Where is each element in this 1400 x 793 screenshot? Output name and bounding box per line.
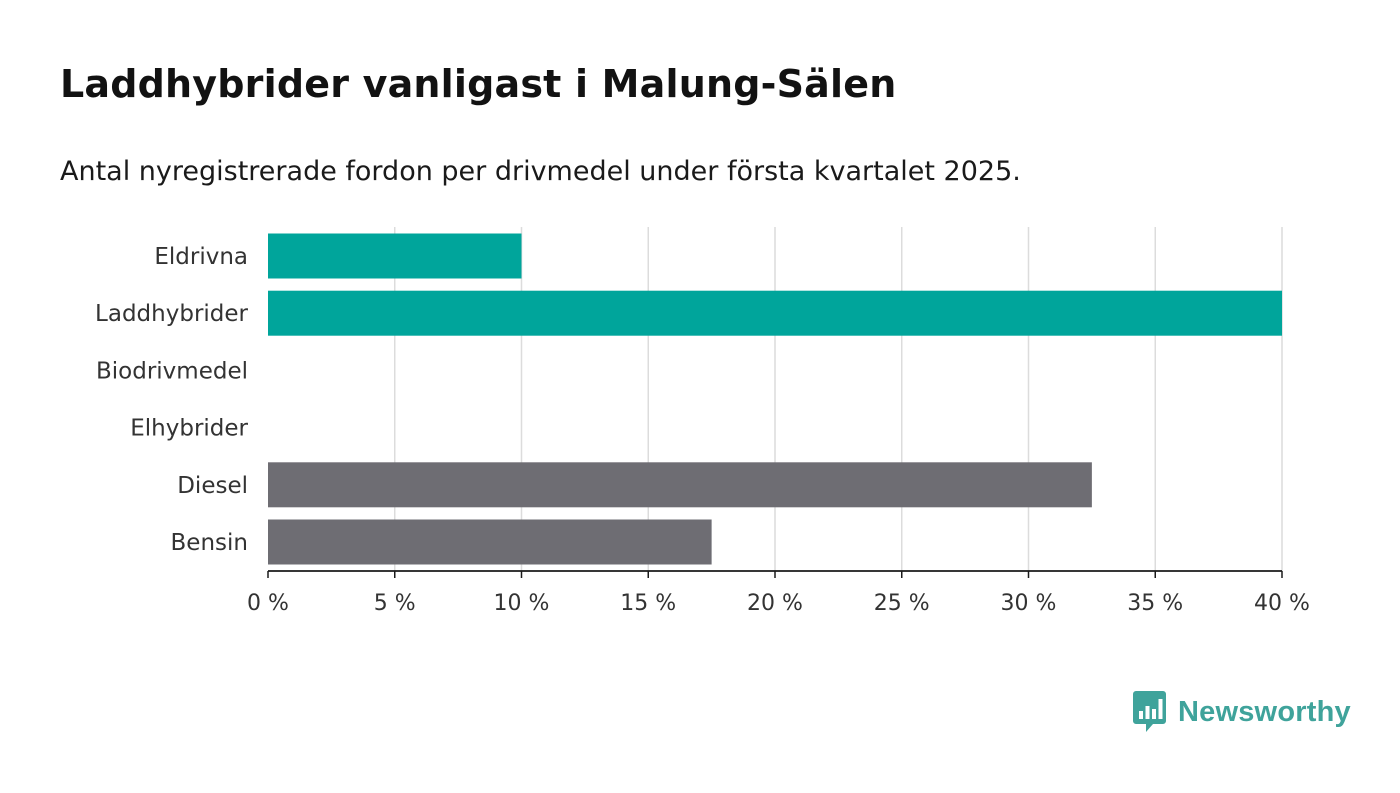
category-label: Elhybrider [130,416,248,442]
x-tick-label: 25 % [874,591,930,616]
category-label: Biodrivmedel [96,358,248,384]
x-tick-label: 5 % [374,591,416,616]
x-tick-label: 20 % [747,591,803,616]
grid-lines [394,227,1283,571]
tick-labels: 0 % 5 % 10 % 15 % 20 % 25 % 30 % 35 % 40 % [247,591,1310,616]
category-label: Laddhybrider [95,301,248,327]
logo-text: Newsworthy [1178,695,1351,728]
chart-title: Laddhybrider vanligast i Malung-Sälen [60,62,897,106]
bars [268,233,1282,565]
x-tick-label: 30 % [1001,591,1057,616]
x-tick-label: 35 % [1127,591,1183,616]
newsworthy-logo: Newsworthy [1133,690,1351,734]
bar [268,462,1092,508]
category-labels: Eldrivna Laddhybrider Biodrivmedel Elhybrid… [95,244,248,556]
bar [268,290,1282,336]
x-axis [267,570,1283,578]
bar-chart-speech-bubble-icon [1133,691,1166,732]
bar-chart: Eldrivna Laddhybrider Biodrivmedel Elhybrid… [95,227,1310,616]
x-tick-label: 10 % [494,591,550,616]
category-label: Eldrivna [154,244,248,270]
category-label: Bensin [171,530,248,556]
category-label: Diesel [177,473,248,499]
x-tick-label: 15 % [620,591,676,616]
bar [268,519,712,565]
bar [268,233,522,279]
x-tick-label: 40 % [1254,591,1310,616]
chart-subtitle: Antal nyregistrerade fordon per drivmede… [60,156,1021,187]
x-tick-label: 0 % [247,591,289,616]
